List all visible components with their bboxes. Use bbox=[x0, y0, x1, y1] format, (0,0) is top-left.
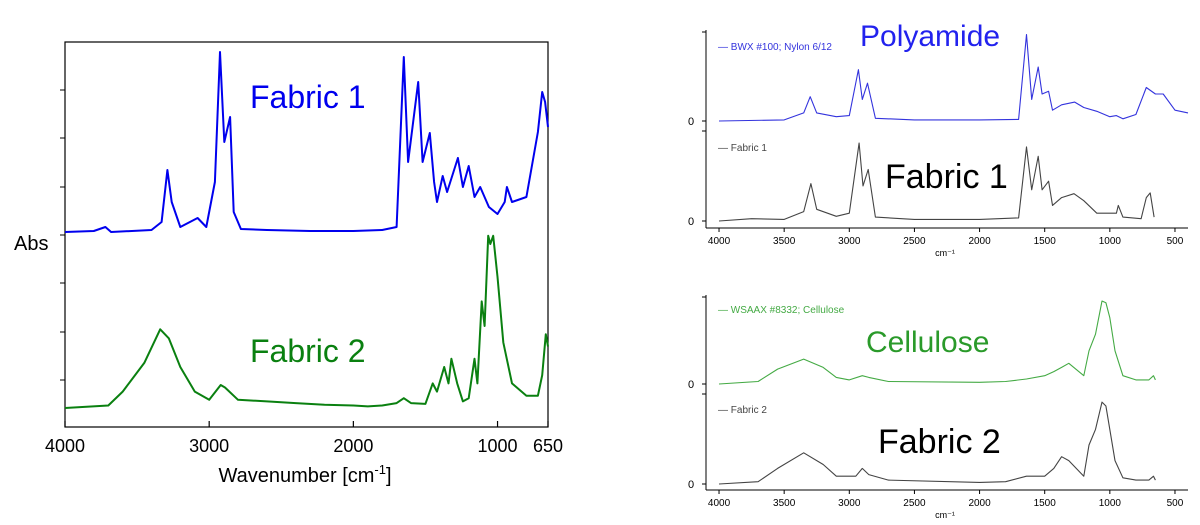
x-tick-label: 1500 bbox=[1034, 236, 1057, 247]
rt-legend-2-text: Fabric 1 bbox=[731, 143, 768, 154]
right-top-panel: 00 4000 3500 3000 2500 2000 1500 1000 500 — BWX… bbox=[688, 20, 1189, 258]
series-line-1 bbox=[718, 300, 1156, 385]
x-tick-label: 2500 bbox=[903, 498, 926, 509]
rb-label-fabric2: Fabric 2 bbox=[878, 423, 1001, 461]
left-xlabel-end: ] bbox=[386, 465, 392, 487]
y-zero-label: 0 bbox=[688, 216, 694, 228]
rb-series bbox=[718, 300, 1156, 485]
left-label-fabric2: Fabric 2 bbox=[250, 333, 366, 369]
rb-legend-1-text: WSAAX #8332; Cellulose bbox=[731, 305, 845, 316]
series-line-2 bbox=[64, 234, 549, 409]
left-xlabel-sup: -1 bbox=[374, 462, 386, 477]
rb-title: Cellulose bbox=[866, 326, 989, 359]
x-tick-label: 1000 bbox=[1099, 236, 1122, 247]
y-zero-label: 0 bbox=[688, 479, 694, 491]
x-tick-label: 3000 bbox=[838, 236, 861, 247]
series-line-1 bbox=[64, 51, 549, 233]
series-line-1 bbox=[718, 34, 1189, 122]
x-tick-label: 1000 bbox=[478, 436, 518, 456]
x-tick-label: 500 bbox=[1167, 498, 1184, 509]
rb-y-ticks: 00 bbox=[688, 296, 706, 491]
x-tick-label: 2500 bbox=[903, 236, 926, 247]
x-tick-label: 3500 bbox=[773, 498, 796, 509]
x-tick-label: 2000 bbox=[333, 436, 373, 456]
rb-x-ticks: 4000 3500 3000 2500 2000 1500 1000 500 bbox=[708, 490, 1184, 509]
rt-legend-1-text: BWX #100; Nylon 6/12 bbox=[731, 42, 833, 53]
x-tick-label: 2000 bbox=[968, 498, 991, 509]
series-line-2 bbox=[718, 142, 1155, 222]
rt-title: Polyamide bbox=[860, 20, 1000, 53]
rt-legend-1: — BWX #100; Nylon 6/12 bbox=[718, 42, 832, 53]
rt-x-ticks: 4000 3500 3000 2500 2000 1500 1000 500 bbox=[708, 228, 1184, 247]
rb-legend-2: — Fabric 2 bbox=[718, 405, 767, 416]
rt-series bbox=[718, 34, 1189, 222]
x-tick-label: 4000 bbox=[708, 498, 731, 509]
left-label-fabric1: Fabric 1 bbox=[250, 79, 366, 115]
y-zero-label: 0 bbox=[688, 379, 694, 391]
left-y-ticks bbox=[60, 89, 65, 381]
rb-xlabel: cm⁻¹ bbox=[935, 510, 955, 520]
left-panel: 4000 3000 2000 1000 650 Abs Wavenumber [cm-1… bbox=[14, 41, 563, 487]
right-bottom-panel: 00 4000 3500 3000 2500 2000 1500 1000 500 — WSA… bbox=[688, 295, 1188, 520]
x-tick-label: 1500 bbox=[1034, 498, 1057, 509]
left-x-ticks: 4000 3000 2000 1000 650 bbox=[45, 421, 563, 456]
x-tick-label: 3000 bbox=[189, 436, 229, 456]
x-tick-label: 650 bbox=[533, 436, 563, 456]
y-zero-label: 0 bbox=[688, 116, 694, 128]
x-tick-label: 2000 bbox=[968, 236, 991, 247]
rt-xlabel: cm⁻¹ bbox=[935, 248, 955, 258]
x-tick-label: 3000 bbox=[838, 498, 861, 509]
rt-y-ticks: 00 bbox=[688, 31, 706, 228]
x-tick-label: 4000 bbox=[708, 236, 731, 247]
x-tick-label: 4000 bbox=[45, 436, 85, 456]
left-xlabel-main: Wavenumber [cm bbox=[218, 465, 374, 487]
rb-legend-2-text: Fabric 2 bbox=[731, 405, 768, 416]
rt-label-fabric1: Fabric 1 bbox=[885, 158, 1008, 196]
rt-legend-2: — Fabric 1 bbox=[718, 143, 767, 154]
rb-legend-1: — WSAAX #8332; Cellulose bbox=[718, 305, 845, 316]
series-line-2 bbox=[718, 401, 1156, 485]
left-series bbox=[64, 51, 549, 409]
x-tick-label: 3500 bbox=[773, 236, 796, 247]
x-tick-label: 1000 bbox=[1099, 498, 1122, 509]
left-xlabel: Wavenumber [cm-1] bbox=[218, 462, 391, 487]
x-tick-label: 500 bbox=[1167, 236, 1184, 247]
left-ylabel: Abs bbox=[14, 233, 48, 255]
